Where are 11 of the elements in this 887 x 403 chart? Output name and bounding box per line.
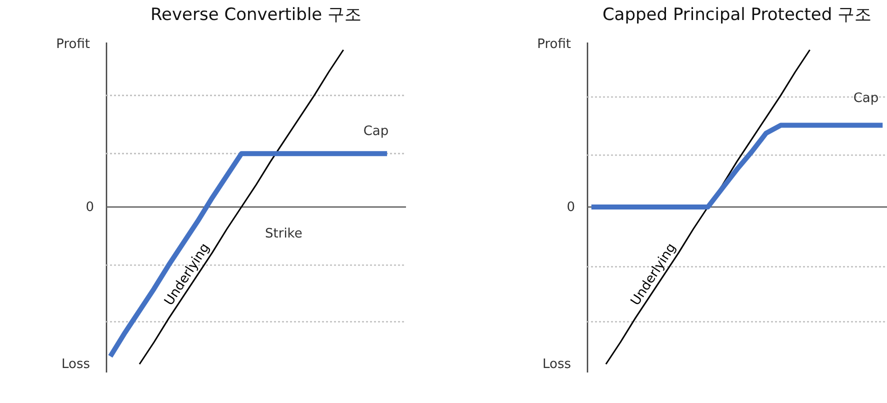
text: Loss — [542, 357, 572, 372]
text: Profit — [56, 37, 90, 52]
annotation: Cap — [363, 124, 389, 140]
text: Profit — [537, 37, 571, 52]
annotation: Strike — [265, 226, 302, 242]
text: Loss — [61, 357, 90, 372]
ref-line-label: 0 — [86, 200, 94, 215]
chart-title: Reverse Convertible 구조 — [150, 5, 362, 25]
chart-title: Capped Principal Protected 구조 — [602, 5, 872, 25]
annotation: Cap — [853, 91, 879, 106]
ref-line-label: 0 — [566, 200, 575, 215]
